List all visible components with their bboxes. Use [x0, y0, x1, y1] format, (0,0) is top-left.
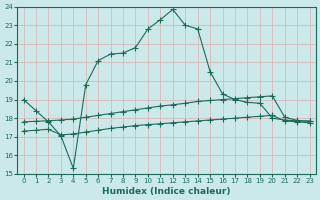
X-axis label: Humidex (Indice chaleur): Humidex (Indice chaleur) [102, 187, 231, 196]
